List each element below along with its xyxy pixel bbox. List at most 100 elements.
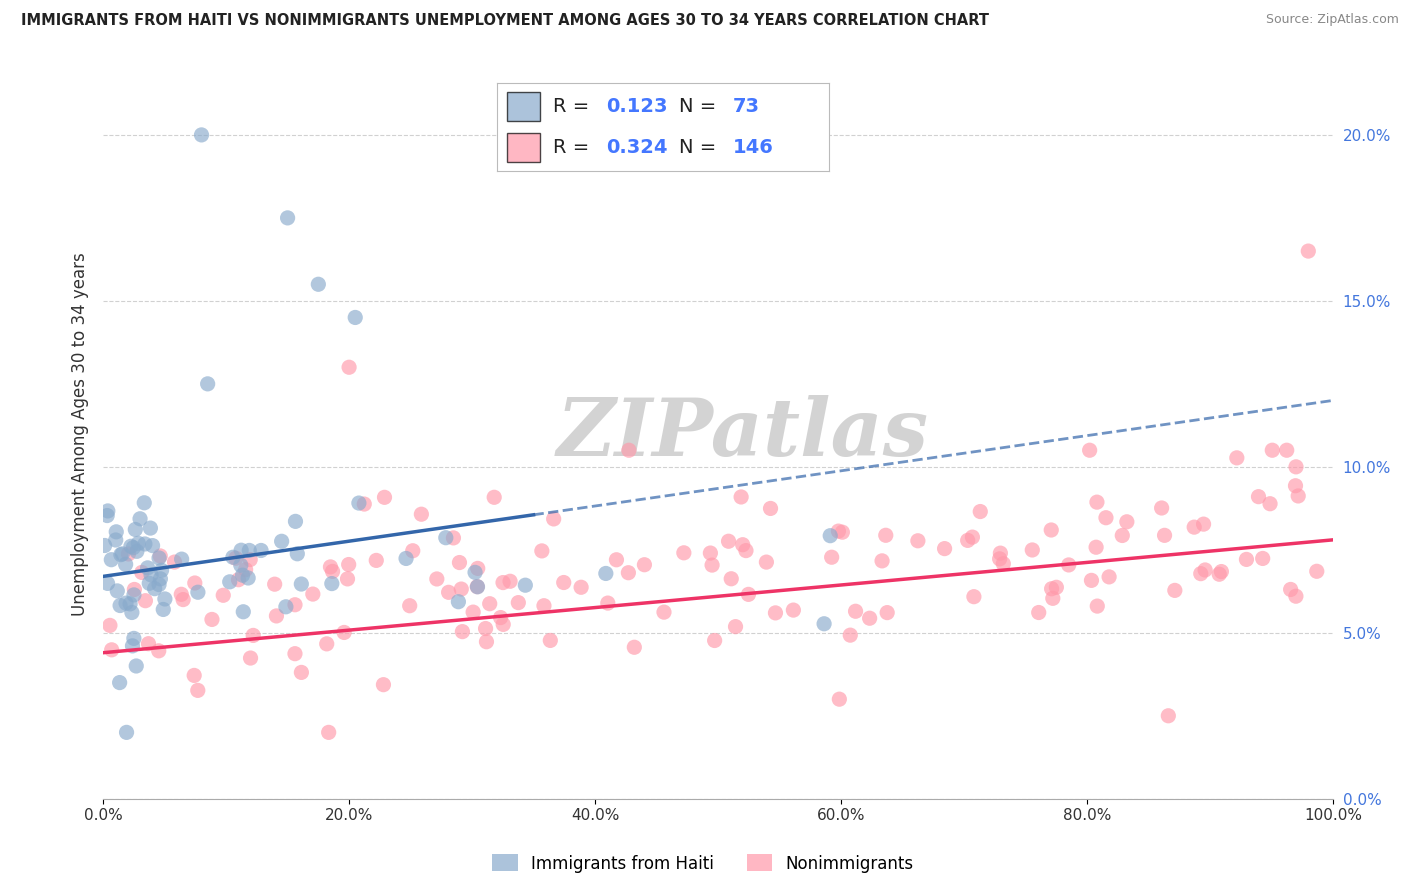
Point bbox=[1157, 708, 1180, 723]
Point bbox=[212, 588, 235, 602]
Point bbox=[700, 558, 723, 573]
Point bbox=[724, 620, 747, 634]
Point bbox=[100, 552, 122, 566]
Point bbox=[821, 550, 844, 565]
Point bbox=[395, 551, 418, 566]
Point bbox=[1164, 583, 1187, 598]
Point bbox=[238, 543, 260, 558]
Point bbox=[124, 523, 146, 537]
Point bbox=[127, 536, 149, 550]
Point bbox=[467, 561, 489, 575]
Point bbox=[290, 577, 312, 591]
Point bbox=[482, 491, 505, 505]
Point bbox=[813, 616, 835, 631]
Point bbox=[508, 596, 530, 610]
Point bbox=[1211, 565, 1233, 579]
Point bbox=[235, 563, 257, 577]
Point bbox=[108, 599, 131, 613]
Point bbox=[96, 508, 118, 523]
Point bbox=[231, 568, 253, 582]
Point bbox=[115, 596, 138, 610]
Point bbox=[1258, 497, 1281, 511]
Point bbox=[187, 585, 209, 599]
Point bbox=[1150, 500, 1173, 515]
Point bbox=[553, 575, 575, 590]
Point bbox=[437, 585, 460, 599]
Point bbox=[818, 529, 841, 543]
Point bbox=[131, 566, 153, 580]
Point bbox=[353, 497, 375, 511]
Point bbox=[302, 587, 325, 601]
Point bbox=[499, 574, 522, 589]
Point bbox=[150, 563, 173, 577]
Point bbox=[105, 524, 128, 539]
Point bbox=[236, 571, 259, 585]
Point bbox=[307, 277, 329, 292]
Point bbox=[239, 552, 262, 566]
Point bbox=[1247, 490, 1270, 504]
Point bbox=[277, 211, 299, 225]
Point bbox=[1080, 574, 1102, 588]
Point bbox=[463, 605, 485, 619]
Point bbox=[153, 591, 176, 606]
Point bbox=[1057, 558, 1080, 572]
Point bbox=[1078, 443, 1101, 458]
Point bbox=[104, 533, 127, 547]
Point bbox=[333, 625, 356, 640]
Point bbox=[533, 599, 555, 613]
Point bbox=[969, 504, 991, 518]
Point bbox=[337, 360, 360, 375]
Point bbox=[274, 599, 297, 614]
Point bbox=[110, 548, 132, 562]
Point bbox=[1306, 564, 1329, 578]
Point bbox=[139, 521, 162, 535]
Point bbox=[98, 618, 121, 632]
Point bbox=[263, 577, 285, 591]
Point bbox=[284, 647, 307, 661]
Point bbox=[731, 538, 754, 552]
Point bbox=[1095, 510, 1118, 524]
Point bbox=[1189, 566, 1212, 581]
Point bbox=[163, 555, 186, 569]
Point bbox=[222, 550, 245, 565]
Point bbox=[831, 525, 853, 540]
Point bbox=[1040, 582, 1063, 596]
Point bbox=[672, 546, 695, 560]
Text: ZIPatlas: ZIPatlas bbox=[557, 395, 929, 473]
Point bbox=[720, 572, 742, 586]
Point bbox=[270, 534, 292, 549]
Point bbox=[318, 725, 340, 739]
Point bbox=[250, 543, 273, 558]
Point bbox=[141, 539, 163, 553]
Point bbox=[172, 592, 194, 607]
Point bbox=[411, 507, 433, 521]
Point bbox=[117, 547, 139, 561]
Point bbox=[464, 566, 486, 580]
Point bbox=[450, 582, 472, 596]
Point bbox=[703, 633, 725, 648]
Point bbox=[699, 546, 721, 560]
Point bbox=[735, 543, 758, 558]
Point bbox=[990, 546, 1012, 560]
Text: IMMIGRANTS FROM HAITI VS NONIMMIGRANTS UNEMPLOYMENT AMONG AGES 30 TO 34 YEARS CO: IMMIGRANTS FROM HAITI VS NONIMMIGRANTS U… bbox=[21, 13, 988, 29]
Point bbox=[489, 610, 512, 624]
Point bbox=[1226, 450, 1249, 465]
Point bbox=[1040, 523, 1063, 537]
Point bbox=[148, 644, 170, 658]
Point bbox=[114, 558, 136, 572]
Point bbox=[1286, 489, 1309, 503]
Point bbox=[347, 496, 370, 510]
Point bbox=[373, 491, 395, 505]
Point bbox=[839, 628, 862, 642]
Point bbox=[105, 583, 128, 598]
Point bbox=[765, 606, 787, 620]
Point bbox=[449, 556, 471, 570]
Point bbox=[1285, 589, 1308, 603]
Point bbox=[187, 683, 209, 698]
Point bbox=[1275, 443, 1298, 458]
Point bbox=[218, 574, 240, 589]
Point bbox=[190, 128, 212, 142]
Point bbox=[115, 725, 138, 739]
Point bbox=[152, 602, 174, 616]
Point bbox=[315, 637, 337, 651]
